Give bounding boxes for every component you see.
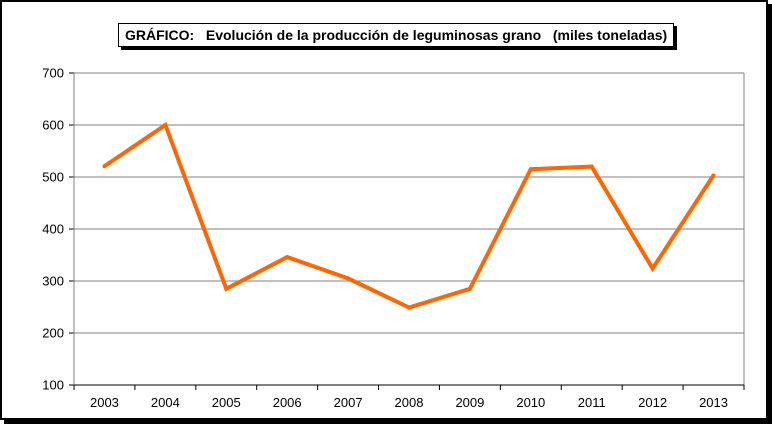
data-point-2010 [528, 167, 533, 172]
y-tick-label-400: 400 [42, 222, 64, 237]
series-line-0 [103, 121, 716, 310]
axes [69, 72, 745, 390]
data-point-2006 [285, 255, 290, 260]
x-tick-label-2013: 2013 [699, 395, 728, 410]
x-tick-label-2011: 2011 [578, 395, 606, 410]
data-point-2011 [589, 164, 594, 169]
x-tick-label-2009: 2009 [455, 395, 484, 410]
y-tick-label-300: 300 [42, 274, 64, 289]
x-tick-label-2003: 2003 [90, 395, 119, 410]
gridlines [74, 72, 744, 334]
y-tick-label-100: 100 [42, 378, 64, 393]
data-point-2009 [467, 286, 472, 291]
x-tick-label-2012: 2012 [638, 395, 667, 410]
frame-shadow-right [768, 4, 772, 424]
data-point-2003 [102, 164, 107, 169]
data-point-2008 [407, 305, 411, 310]
x-tick-label-2005: 2005 [212, 395, 241, 410]
x-tick-labels: 2003 2004 2005 2006 2007 2008 2009 2010 2011 2012… [90, 395, 728, 410]
frame-shadow-bottom [4, 420, 772, 424]
x-tick-label-2010: 2010 [516, 395, 545, 410]
x-tick-label-2008: 2008 [395, 395, 424, 410]
x-tick-label-2006: 2006 [273, 395, 302, 410]
y-tick-labels: 100 200 300 400 500 600 700 [42, 66, 64, 393]
y-tick-label-200: 200 [42, 326, 64, 341]
data-point-2005 [224, 286, 229, 291]
series-group [102, 121, 716, 310]
data-point-2013 [711, 173, 716, 178]
y-tick-label-700: 700 [42, 66, 64, 81]
y-tick-label-500: 500 [42, 170, 64, 185]
y-tick-label-600: 600 [42, 118, 64, 133]
chart-title: GRÁFICO: Evolución de la producción de l… [118, 23, 675, 47]
data-point-2012 [650, 266, 655, 271]
data-point-2007 [346, 276, 351, 281]
x-tick-label-2007: 2007 [334, 395, 363, 410]
x-tick-label-2004: 2004 [151, 395, 180, 410]
data-point-2004 [163, 123, 168, 127]
